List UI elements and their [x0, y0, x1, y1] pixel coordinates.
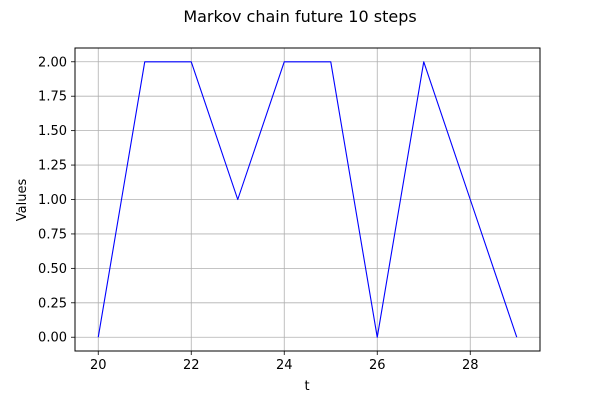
y-tick-label: 0.50 [38, 262, 67, 277]
x-tick-label: 20 [90, 358, 107, 373]
y-tick-label: 0.00 [38, 331, 67, 346]
series-line [97, 61, 518, 338]
y-tick-label: 0.75 [38, 227, 67, 242]
x-tick-label: 22 [183, 358, 200, 373]
y-tick-label: 0.25 [38, 296, 67, 311]
y-axis-label: Values [15, 179, 30, 222]
ticks: 20 22 24 26 28 0.00 0.25 0.50 0.75 1.00 1.25 1.50 1.… [38, 55, 478, 373]
y-tick-label: 2.00 [38, 55, 67, 70]
y-tick-label: 1.75 [38, 90, 67, 105]
y-tick-label: 1.00 [38, 193, 67, 208]
series-layer [97, 61, 518, 338]
x-tick-label: 28 [462, 358, 479, 373]
x-axis-label: t [304, 379, 309, 394]
x-tick-label: 24 [276, 358, 293, 373]
y-tick-label: 1.25 [38, 159, 67, 174]
y-tick-label: 1.50 [38, 124, 67, 139]
x-tick-label: 26 [369, 358, 386, 373]
chart-title: Markov chain future 10 steps [183, 7, 416, 26]
